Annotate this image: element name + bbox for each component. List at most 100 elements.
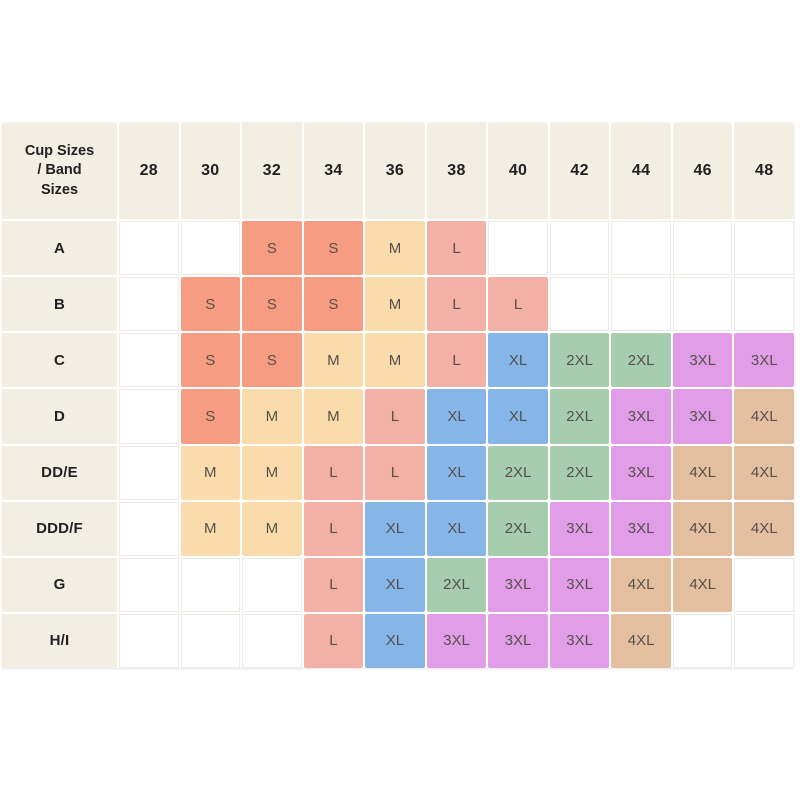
size-cell xyxy=(242,557,302,612)
cup-size-header-ddd-f: DDD/F xyxy=(2,501,117,556)
size-cell xyxy=(119,221,179,276)
corner-header-cell: Cup Sizes / Band Sizes xyxy=(2,123,117,219)
size-cell xyxy=(672,277,733,332)
size-chart-table: Cup Sizes / Band Sizes 28 30 32 34 36 38… xyxy=(2,123,794,668)
size-cell: M xyxy=(365,277,425,332)
size-cell: 3XL xyxy=(611,501,671,556)
band-size-header-34: 34 xyxy=(303,123,364,219)
size-cell: M xyxy=(242,389,302,444)
size-cell xyxy=(734,613,794,668)
size-cell xyxy=(119,277,179,332)
size-cell: 4XL xyxy=(672,501,733,556)
size-cell: L xyxy=(426,277,487,332)
cup-size-header-c: C xyxy=(2,333,117,388)
size-cell: 4XL xyxy=(672,445,733,500)
size-cell xyxy=(180,613,241,668)
size-cell: 4XL xyxy=(611,557,671,612)
size-cell: M xyxy=(242,445,302,500)
size-cell: XL xyxy=(488,333,548,388)
size-cell: L xyxy=(303,613,364,668)
size-cell: 4XL xyxy=(672,557,733,612)
size-cell: 3XL xyxy=(488,557,548,612)
size-cell: L xyxy=(303,501,364,556)
size-cell: S xyxy=(180,389,241,444)
corner-header-label: Cup Sizes / Band Sizes xyxy=(24,142,95,198)
band-size-header-30: 30 xyxy=(180,123,241,219)
size-cell xyxy=(672,613,733,668)
size-cell: M xyxy=(180,445,241,500)
band-size-header-38: 38 xyxy=(426,123,487,219)
size-cell: L xyxy=(426,221,487,276)
size-cell: L xyxy=(365,389,425,444)
size-cell: 4XL xyxy=(734,501,794,556)
cup-size-header-h-i: H/I xyxy=(2,613,117,668)
size-cell: M xyxy=(303,333,364,388)
band-size-header-40: 40 xyxy=(488,123,548,219)
size-cell: XL xyxy=(488,389,548,444)
size-cell xyxy=(672,221,733,276)
size-cell xyxy=(734,221,794,276)
size-cell xyxy=(549,221,610,276)
cup-size-header-b: B xyxy=(2,277,117,332)
size-cell: 3XL xyxy=(426,613,487,668)
size-cell xyxy=(180,221,241,276)
size-cell: 3XL xyxy=(488,613,548,668)
size-cell: 3XL xyxy=(672,389,733,444)
size-cell xyxy=(488,221,548,276)
band-size-header-48: 48 xyxy=(734,123,794,219)
size-cell: L xyxy=(426,333,487,388)
size-cell: 4XL xyxy=(611,613,671,668)
band-size-header-44: 44 xyxy=(611,123,671,219)
size-cell: L xyxy=(365,445,425,500)
size-cell xyxy=(119,389,179,444)
band-size-header-32: 32 xyxy=(242,123,302,219)
size-cell: 4XL xyxy=(734,389,794,444)
cup-size-header-dd-e: DD/E xyxy=(2,445,117,500)
size-cell: L xyxy=(303,445,364,500)
size-cell: XL xyxy=(365,557,425,612)
size-cell: XL xyxy=(426,389,487,444)
size-cell xyxy=(180,557,241,612)
size-cell: M xyxy=(365,221,425,276)
size-cell xyxy=(119,613,179,668)
size-cell xyxy=(119,445,179,500)
size-cell: 2XL xyxy=(488,501,548,556)
size-cell: M xyxy=(303,389,364,444)
size-cell xyxy=(119,501,179,556)
size-cell: M xyxy=(242,501,302,556)
cup-size-header-d: D xyxy=(2,389,117,444)
size-cell: S xyxy=(242,221,302,276)
size-cell: S xyxy=(180,333,241,388)
size-cell: S xyxy=(242,277,302,332)
size-cell: 2XL xyxy=(426,557,487,612)
size-cell: 3XL xyxy=(611,389,671,444)
size-cell: 2XL xyxy=(488,445,548,500)
size-cell: S xyxy=(303,277,364,332)
size-cell: 2XL xyxy=(611,333,671,388)
size-cell: 2XL xyxy=(549,445,610,500)
size-cell: 3XL xyxy=(734,333,794,388)
size-cell: 4XL xyxy=(734,445,794,500)
cup-size-header-a: A xyxy=(2,221,117,276)
size-cell: 3XL xyxy=(549,501,610,556)
size-cell: M xyxy=(180,501,241,556)
size-cell: XL xyxy=(426,445,487,500)
size-cell: S xyxy=(242,333,302,388)
band-size-header-36: 36 xyxy=(365,123,425,219)
band-size-header-42: 42 xyxy=(549,123,610,219)
size-cell: XL xyxy=(365,613,425,668)
size-cell: 3XL xyxy=(611,445,671,500)
size-cell: XL xyxy=(426,501,487,556)
size-cell: 2XL xyxy=(549,389,610,444)
size-cell xyxy=(611,277,671,332)
size-cell xyxy=(611,221,671,276)
size-cell: L xyxy=(488,277,548,332)
size-cell: 3XL xyxy=(672,333,733,388)
size-cell: 2XL xyxy=(549,333,610,388)
size-cell: S xyxy=(303,221,364,276)
cup-size-header-g: G xyxy=(2,557,117,612)
size-cell xyxy=(734,557,794,612)
size-cell: XL xyxy=(365,501,425,556)
size-cell xyxy=(242,613,302,668)
